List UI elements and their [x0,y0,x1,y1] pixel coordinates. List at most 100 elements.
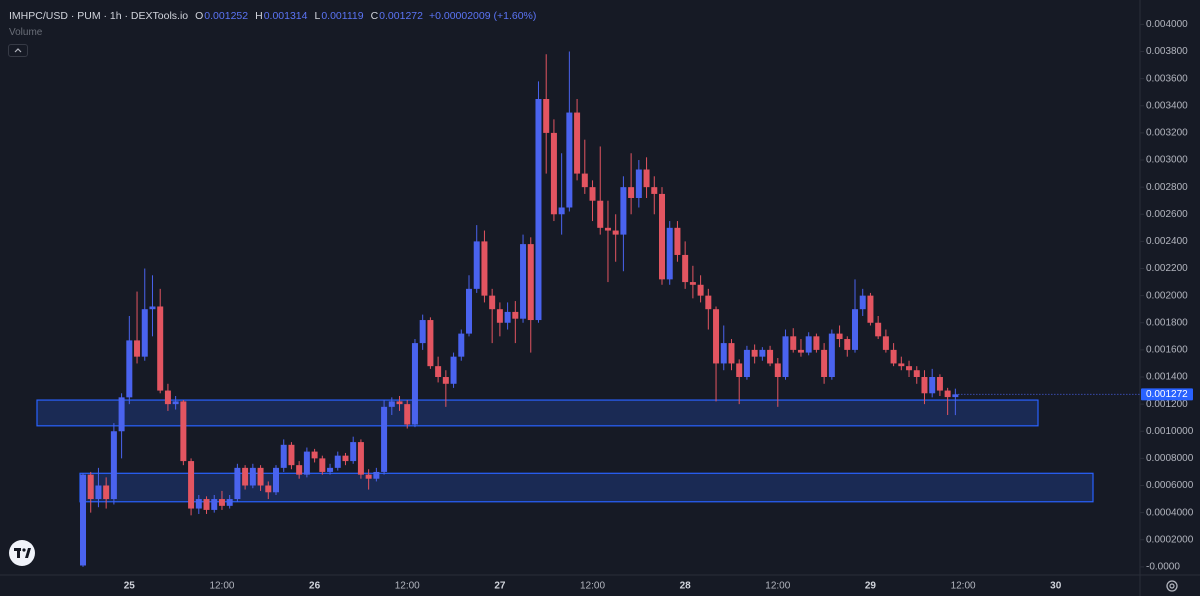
candle-body [581,173,588,188]
candle-body [172,401,179,405]
x-tick-label: 27 [494,581,506,592]
candle-body [95,485,102,500]
y-tick-label: 0.0008000 [1146,453,1194,464]
candle-body [836,333,843,340]
candle-body [890,349,897,364]
candle-body [141,309,148,357]
candle-body [195,499,202,509]
y-tick-label: 0.002200 [1146,263,1188,274]
x-tick-label: 29 [865,581,877,592]
candle-body [458,333,465,357]
candle-body [265,485,272,493]
candle-body [728,343,735,364]
y-tick-label: 0.003000 [1146,155,1188,166]
last-price-box [1141,388,1193,401]
candle-body [604,227,611,231]
candle-body [496,309,503,323]
candle-body [705,295,712,310]
x-tick-label: 25 [124,581,136,592]
x-tick-label: 12:00 [765,581,790,592]
x-tick-label: 30 [1050,581,1062,592]
candle-body [767,349,774,364]
support-zone [79,472,1094,503]
candle-body [450,356,457,384]
low-value: 0.001119 [321,10,364,22]
candle-body [828,333,835,378]
candle-body [118,397,125,432]
candle-body [797,349,804,353]
candle-body [651,187,658,194]
candle-body [720,343,727,364]
candle-body [666,227,673,280]
candle-body [180,401,187,462]
candle-body [342,455,349,462]
y-tick-label: 0.001400 [1146,372,1188,383]
candle-body [566,112,573,208]
candle-body [381,406,388,472]
candle-body [535,98,542,321]
close-key: C [370,10,379,22]
y-tick-label: -0.0000 [1146,562,1180,573]
candle-body [157,306,164,391]
candle-body [226,499,233,506]
symbol-title: IMHPC/USD · PUM · 1h · DEXTools.io [9,10,189,22]
candle-body [936,377,943,391]
y-tick-label: 0.0004000 [1146,507,1194,518]
candle-body [597,200,604,228]
candle-body [898,363,905,367]
candle-body [296,465,303,475]
candle-body [234,467,241,500]
settings-icon[interactable] [1166,580,1178,592]
candle-body [929,377,936,394]
candle-body [80,474,86,566]
candle-body [913,370,920,378]
candle-body [921,377,928,394]
candle-body [473,241,480,289]
candle-body [589,187,596,201]
x-tick-label: 26 [309,581,321,592]
candle-body [512,311,519,319]
candle-body [867,295,874,323]
low-key: L [314,10,321,22]
candle-body [944,390,951,398]
candle-body [249,467,256,486]
candle-body [520,244,527,319]
candle-body [844,339,851,350]
y-tick-label: 0.002000 [1146,290,1188,301]
candle-body [303,451,310,475]
candle-body [257,467,264,486]
candle-body [550,132,557,215]
candle-body [481,241,488,296]
collapse-button[interactable] [8,44,28,57]
candle-body [736,363,743,378]
y-tick-label: 0.003400 [1146,100,1188,111]
candle-body [388,401,395,407]
candle-body [612,230,619,235]
x-tick-label: 12:00 [209,581,234,592]
candle-body [280,444,287,468]
candle-body [211,499,218,510]
candle-body [164,390,171,405]
candle-body [242,467,249,486]
x-tick-label: 12:00 [580,581,605,592]
x-tick-label: 28 [680,581,692,592]
candle-body [821,349,828,378]
y-tick-label: 0.004000 [1146,19,1188,30]
y-tick-label: 0.002400 [1146,236,1188,247]
candle-body [674,227,681,255]
candle-body [188,461,195,509]
candle-body [110,431,117,500]
candle-body [628,187,635,198]
tradingview-logo [9,540,35,566]
y-tick-label: 0.003800 [1146,46,1188,57]
candle-body [334,455,341,468]
candle-body [442,377,449,384]
candle-body [713,309,720,364]
candle-body [882,336,889,350]
y-tick-label: 0.002800 [1146,182,1188,193]
support-zone [36,399,1039,427]
candle-body [489,295,496,310]
